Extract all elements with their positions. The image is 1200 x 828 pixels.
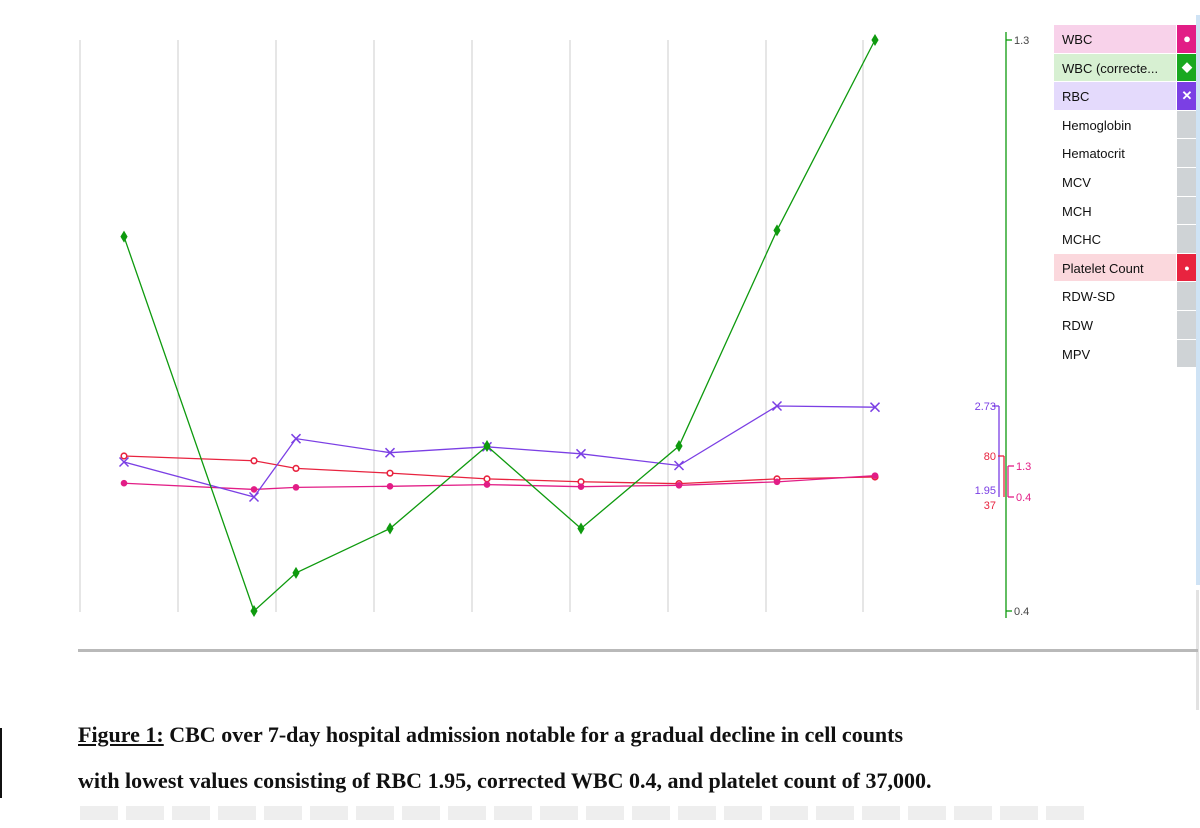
legend-item-wbc[interactable]: WBC ●	[1054, 25, 1196, 54]
wbc-point-7	[675, 481, 683, 489]
platelet-count-point-3	[292, 464, 300, 472]
rbc-point-4	[384, 447, 396, 458]
rbc-point-9	[869, 402, 881, 413]
chart-bottom-border	[78, 649, 1198, 652]
legend-toggle-hematocrit[interactable]	[1176, 139, 1196, 167]
legend-label: RBC	[1062, 89, 1090, 105]
legend-toggle-platelet-count[interactable]: ●	[1176, 253, 1196, 282]
rbc-tick-label-2: 1.95	[975, 485, 996, 497]
legend-item-rdw[interactable]: RDW	[1054, 310, 1196, 340]
wbc-point-8	[773, 478, 781, 486]
legend-scrollbar[interactable]	[1196, 15, 1200, 585]
wbc-corrected-point-4	[386, 522, 394, 535]
series-marker-icon: ●	[1183, 31, 1191, 47]
series-marker-icon: ●	[1184, 262, 1190, 273]
legend-item-rbc[interactable]: RBC ✕	[1054, 82, 1196, 111]
legend-label: Platelet Count	[1062, 260, 1144, 276]
wbc-corrected-point-7	[675, 440, 683, 453]
wbc-corrected-point-6	[577, 522, 585, 535]
legend-toggle-mpv[interactable]	[1176, 339, 1196, 368]
legend-label: MCV	[1062, 174, 1091, 190]
wbc-point-9	[871, 472, 879, 479]
legend-item-wbc-correcte[interactable]: WBC (correcte... ◆	[1054, 53, 1196, 83]
legend-item-mch[interactable]: MCH	[1054, 196, 1196, 226]
wbc-corrected-point-5	[483, 440, 491, 453]
rbc-point-8	[771, 400, 783, 412]
rbc-point-1	[118, 456, 130, 468]
series-layer	[118, 34, 881, 617]
caption-text-line-2: with lowest values consisting of RBC 1.9…	[78, 768, 932, 793]
legend-item-mchc[interactable]: MCHC	[1054, 225, 1196, 254]
wbc-tick-label-2: 0.4	[1016, 492, 1031, 504]
platelet-count-point-2	[250, 457, 258, 465]
figure-caption: Figure 1: CBC over 7-day hospital admiss…	[78, 712, 1178, 804]
legend-label: RDW-SD	[1062, 289, 1116, 305]
series-marker-icon: ◆	[1182, 59, 1192, 75]
legend-toggle-rdw-sd[interactable]	[1176, 282, 1196, 310]
wbc-point-4	[386, 483, 394, 490]
legend-toggle-wbc-correcte[interactable]: ◆	[1176, 53, 1196, 82]
wbc-point-1	[120, 479, 128, 487]
wbc-corrected-point-9	[871, 34, 879, 46]
rbc-point-6	[575, 448, 587, 459]
legend-toggle-rbc[interactable]: ✕	[1176, 82, 1196, 110]
rbc-point-3	[290, 433, 302, 444]
wbc-corrected-tick-label-1: 1.3	[1014, 35, 1029, 47]
platelet-tick-label-1: 80	[984, 451, 996, 463]
cropped-text-line	[80, 806, 1090, 820]
figure-label: Figure 1:	[78, 722, 164, 747]
axes-layer: 1.3 0.4 2.73 1.95 80 37 1.3 0.4	[975, 32, 1031, 618]
legend-toggle-hemoglobin[interactable]	[1176, 110, 1196, 139]
platelet-count-point-1	[120, 452, 128, 460]
legend-toggle-mch[interactable]	[1176, 196, 1196, 225]
legend-label: Hematocrit	[1062, 146, 1125, 162]
legend-label: WBC	[1062, 32, 1093, 47]
rbc-point-2	[248, 491, 260, 503]
rbc-line	[123, 405, 876, 498]
legend-label: MCHC	[1062, 232, 1101, 248]
wbc-corrected-tick-label-2: 0.4	[1014, 606, 1029, 618]
series-marker-icon: ✕	[1181, 87, 1193, 103]
wbc-corrected-point-1	[120, 230, 128, 243]
rbc-point-7	[673, 460, 685, 471]
legend-item-rdw-sd[interactable]: RDW-SD	[1054, 282, 1196, 311]
platelet-count-point-4	[386, 469, 394, 477]
wbc-corrected-line	[123, 39, 876, 613]
page-edge-mark	[0, 728, 2, 798]
legend-label: MPV	[1062, 346, 1091, 362]
legend-toggle-mchc[interactable]	[1176, 225, 1196, 253]
wbc-point-2	[250, 486, 258, 493]
wbc-corrected-point-2	[250, 605, 258, 617]
platelet-count-line	[123, 455, 876, 485]
legend-toggle-wbc[interactable]: ●	[1176, 25, 1196, 53]
cbc-line-chart: 1.3 0.4 2.73 1.95 80 37 1.3 0.4	[79, 32, 1031, 618]
legend-label: Hemoglobin	[1062, 117, 1132, 133]
wbc-point-3	[292, 484, 300, 491]
legend-item-mpv[interactable]: MPV	[1054, 339, 1196, 369]
wbc-corrected-point-8	[773, 224, 781, 237]
rbc-tick-label-1: 2.73	[975, 401, 996, 413]
legend-label: MCH	[1062, 203, 1092, 219]
legend-toggle-mcv[interactable]	[1176, 167, 1196, 196]
legend-item-mcv[interactable]: MCV	[1054, 167, 1196, 197]
series-legend: WBC ● WBC (correcte... ◆ RBC ✕ Hemoglobin Hemat…	[1054, 25, 1196, 369]
wbc-line	[123, 474, 876, 491]
platelet-count-point-5	[483, 475, 491, 483]
wbc-point-6	[577, 483, 585, 490]
legend-toggle-rdw[interactable]	[1176, 310, 1196, 339]
wbc-tick-label-1: 1.3	[1016, 461, 1031, 473]
legend-label: RDW	[1062, 317, 1094, 333]
vertical-gridlines	[79, 40, 864, 612]
wbc-corrected-point-3	[292, 566, 300, 579]
wbc-point-5	[483, 481, 491, 488]
platelet-tick-label-2: 37	[984, 500, 996, 512]
legend-item-hemoglobin[interactable]: Hemoglobin	[1054, 110, 1196, 140]
legend-item-hematocrit[interactable]: Hematocrit	[1054, 139, 1196, 168]
legend-label: WBC (correcte...	[1062, 60, 1159, 76]
legend-item-platelet-count[interactable]: Platelet Count ●	[1054, 253, 1196, 283]
caption-text-line-1: CBC over 7-day hospital admission notabl…	[163, 722, 904, 747]
